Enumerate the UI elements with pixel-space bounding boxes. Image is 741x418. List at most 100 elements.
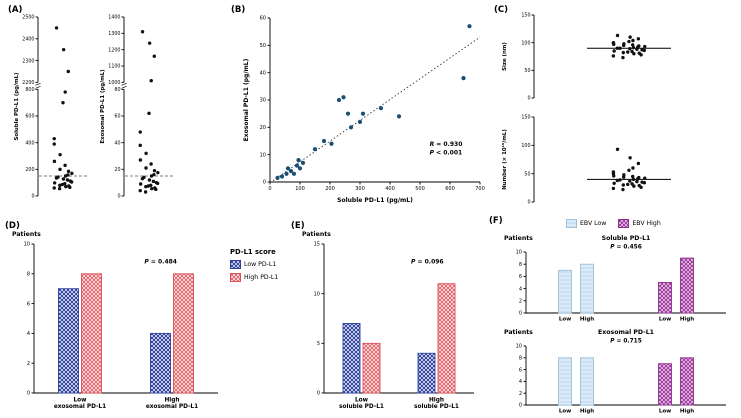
- data-point: [147, 178, 152, 182]
- svg-text:1300: 1300: [108, 31, 120, 37]
- data-point: [631, 177, 636, 182]
- svg-text:40: 40: [114, 140, 120, 146]
- svg-text:2400: 2400: [22, 36, 34, 42]
- data-point: [636, 177, 640, 181]
- legend-swatch: [566, 219, 577, 228]
- data-point: [63, 90, 67, 94]
- bar: [150, 332, 171, 394]
- svg-text:Exosomal PD-L1 (pg/mL): Exosomal PD-L1 (pg/mL): [243, 58, 250, 141]
- svg-text:200: 200: [25, 167, 34, 173]
- data-point: [61, 177, 66, 181]
- data-point: [155, 181, 160, 186]
- data-point: [628, 179, 632, 183]
- data-point: [621, 183, 626, 187]
- exosomal-pdl1-dot-plot: 0 20 40 60 80 1000 1100 1200 1300 1400 Exosomal PD…: [98, 10, 182, 204]
- data-point: [336, 97, 342, 103]
- svg-text:Exosomal PD-L1 (pg/mL): Exosomal PD-L1 (pg/mL): [100, 69, 106, 143]
- svg-text:soluble PD-L1: soluble PD-L1: [414, 404, 459, 410]
- data-point: [143, 190, 148, 194]
- svg-text:Soluble PD-L1 (pg/mL): Soluble PD-L1 (pg/mL): [337, 197, 413, 204]
- C-top-svg: 0 50 100 150 Size (nm): [502, 13, 671, 102]
- data-point: [291, 171, 297, 176]
- bar: [362, 342, 381, 394]
- data-point: [152, 168, 157, 173]
- svg-text:150: 150: [521, 115, 530, 121]
- svg-text:Low: Low: [355, 398, 369, 404]
- F-bottom-svg: 0 2 4 6 8 10 Patients Exosomal PD-L1 P = 0.715 Lo…: [504, 329, 726, 415]
- data-point: [360, 111, 366, 116]
- svg-text:Number (× 10¹⁰/mL): Number (× 10¹⁰/mL): [501, 129, 508, 190]
- ebv-legend: EBV Low EBV High: [566, 219, 661, 228]
- data-point: [615, 147, 620, 151]
- svg-text:Low: Low: [659, 317, 671, 323]
- svg-text:Exosomal PD-L1: Exosomal PD-L1: [598, 329, 654, 336]
- svg-text:P < 0.001: P < 0.001: [430, 149, 463, 156]
- pdl1-score-legend-items: Low PD-L1 High PD-L1: [230, 260, 278, 282]
- svg-text:High: High: [429, 398, 444, 404]
- svg-text:0: 0: [117, 194, 120, 200]
- data-point: [642, 181, 647, 185]
- data-point: [152, 54, 156, 58]
- svg-text:30: 30: [260, 98, 266, 104]
- svg-text:2300: 2300: [22, 58, 34, 64]
- svg-text:4: 4: [519, 379, 522, 385]
- data-point: [628, 47, 632, 51]
- data-point: [615, 178, 620, 183]
- svg-text:60: 60: [114, 114, 120, 120]
- bar: [580, 357, 594, 406]
- bar: [342, 323, 361, 394]
- data-point: [627, 168, 631, 172]
- data-point: [58, 167, 62, 172]
- data-point: [52, 136, 56, 141]
- legend-swatch: [230, 272, 241, 282]
- svg-text:100: 100: [521, 40, 530, 46]
- svg-text:6: 6: [519, 274, 522, 280]
- bar: [558, 357, 572, 406]
- svg-text:2: 2: [27, 361, 30, 367]
- data-point: [279, 174, 285, 179]
- svg-text:8: 8: [519, 356, 522, 362]
- data-point: [300, 160, 306, 165]
- ebv-legend-label: EBV High: [632, 220, 661, 227]
- data-point: [63, 163, 67, 168]
- panel-f-label: (F): [489, 216, 503, 226]
- legend-swatch: [618, 219, 630, 228]
- data-point: [329, 141, 334, 146]
- data-point: [69, 180, 74, 184]
- data-point: [628, 156, 632, 160]
- svg-text:600: 600: [445, 186, 455, 192]
- data-point: [138, 130, 142, 134]
- svg-text:700: 700: [475, 186, 485, 192]
- data-point: [52, 186, 56, 190]
- svg-text:Soluble PD-L1: Soluble PD-L1: [602, 235, 651, 242]
- svg-text:Size (nm): Size (nm): [502, 42, 508, 71]
- data-point: [294, 163, 300, 168]
- panel-c-label: (C): [494, 5, 509, 15]
- svg-text:80: 80: [114, 87, 120, 93]
- data-point: [296, 158, 301, 163]
- data-point: [285, 166, 291, 171]
- data-point: [66, 69, 70, 74]
- svg-text:Patients: Patients: [12, 231, 41, 238]
- svg-text:Low: Low: [559, 409, 571, 415]
- data-point: [357, 119, 363, 124]
- data-point: [66, 169, 71, 174]
- svg-text:High: High: [680, 409, 694, 415]
- data-point: [635, 179, 639, 184]
- data-point: [396, 114, 402, 119]
- svg-text:100: 100: [295, 186, 305, 192]
- bar: [437, 283, 456, 394]
- svg-text:100: 100: [521, 143, 530, 149]
- data-point: [631, 38, 635, 43]
- data-point: [348, 125, 354, 130]
- svg-text:500: 500: [415, 186, 425, 192]
- data-point: [612, 49, 616, 53]
- data-point: [138, 158, 143, 162]
- svg-text:exosomal PD-L1: exosomal PD-L1: [146, 404, 198, 410]
- data-point: [54, 26, 59, 30]
- data-point: [618, 46, 622, 50]
- data-point: [275, 175, 280, 180]
- svg-text:R = 0.930: R = 0.930: [430, 141, 463, 148]
- data-point: [140, 176, 145, 181]
